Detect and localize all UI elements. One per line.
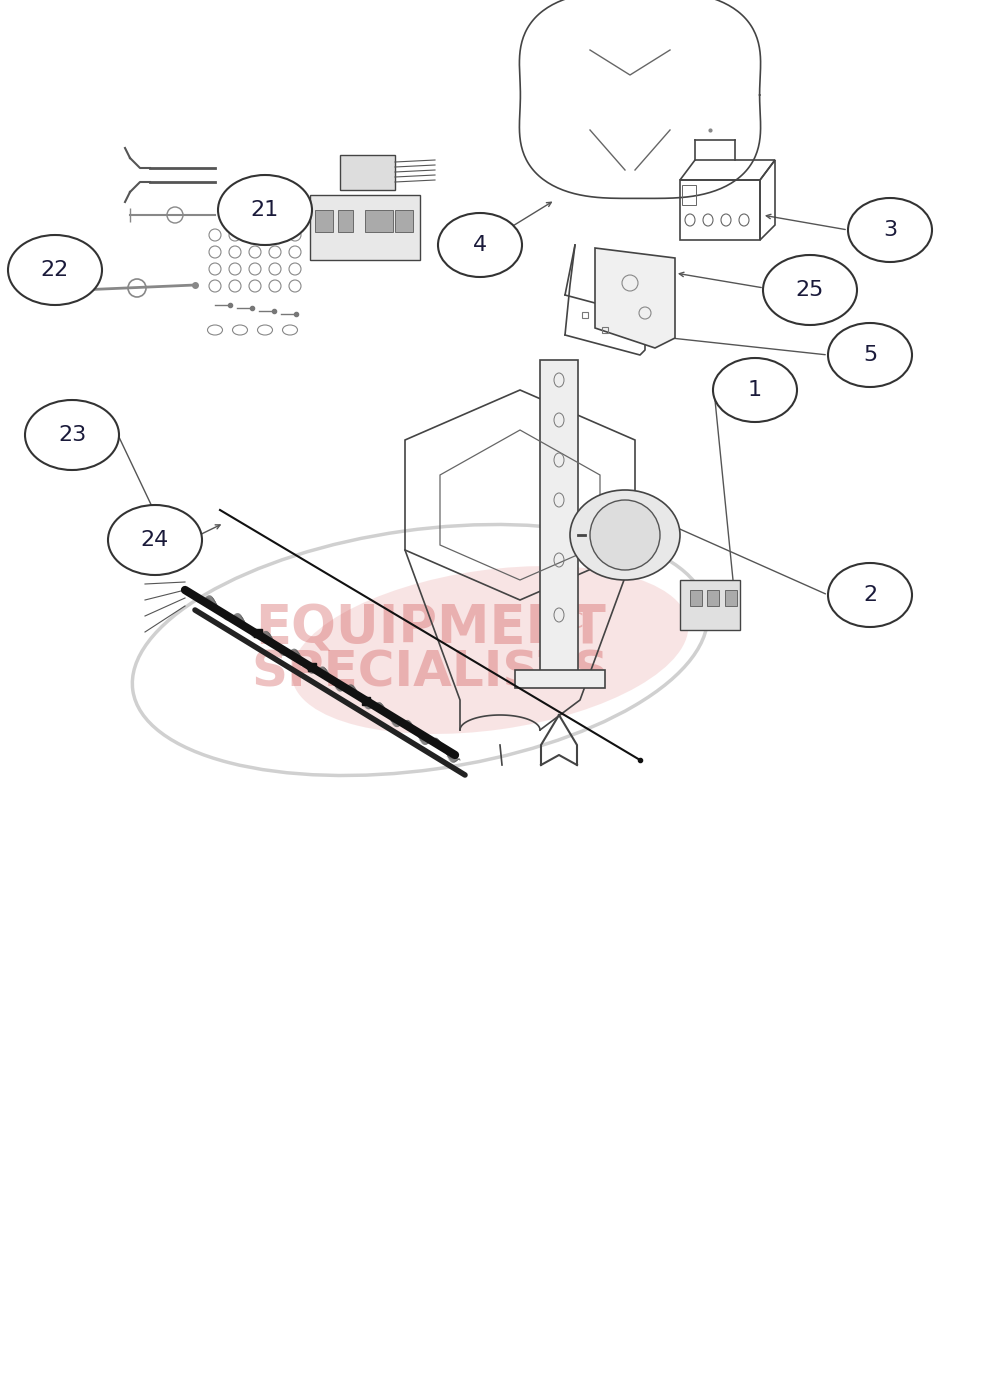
Ellipse shape	[848, 198, 932, 263]
Bar	[680, 580, 740, 630]
Bar	[310, 195, 420, 260]
Bar	[540, 359, 578, 680]
Bar	[725, 590, 737, 605]
Text: 5: 5	[863, 346, 877, 365]
Ellipse shape	[570, 491, 680, 580]
Bar	[395, 210, 413, 232]
Text: 3: 3	[883, 220, 897, 240]
Bar	[682, 185, 696, 205]
Ellipse shape	[713, 358, 797, 422]
Bar	[690, 590, 702, 605]
Bar	[315, 210, 333, 232]
Circle shape	[590, 500, 660, 569]
Ellipse shape	[828, 323, 912, 387]
Text: SPECIALISTS: SPECIALISTS	[251, 648, 609, 697]
Text: 1: 1	[748, 380, 762, 399]
Bar	[340, 155, 395, 189]
Text: 4: 4	[473, 235, 487, 256]
Bar	[338, 210, 353, 232]
Text: 2: 2	[863, 585, 877, 605]
Text: EQUIPMENT: EQUIPMENT	[255, 603, 605, 654]
Bar	[365, 210, 393, 232]
Text: 23: 23	[58, 426, 86, 445]
Ellipse shape	[438, 213, 522, 276]
Text: 21: 21	[251, 200, 279, 220]
Ellipse shape	[292, 567, 688, 734]
Ellipse shape	[828, 562, 912, 627]
Ellipse shape	[25, 399, 119, 470]
Text: INC: INC	[546, 612, 584, 632]
Ellipse shape	[218, 176, 312, 245]
Text: 25: 25	[796, 281, 824, 300]
Bar	[707, 590, 719, 605]
Ellipse shape	[108, 504, 202, 575]
Text: 24: 24	[141, 531, 169, 550]
Bar	[515, 670, 605, 688]
Polygon shape	[595, 247, 675, 348]
Text: 22: 22	[41, 260, 69, 281]
Ellipse shape	[8, 235, 102, 305]
Ellipse shape	[763, 256, 857, 325]
